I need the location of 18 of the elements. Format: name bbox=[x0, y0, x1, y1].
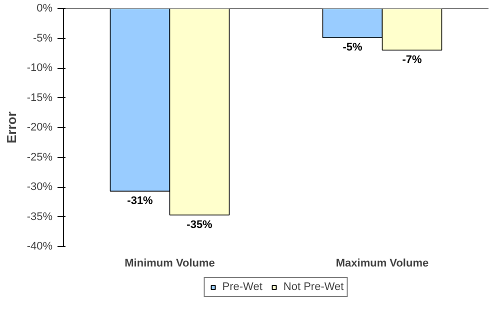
y-tick-label: -10% bbox=[26, 62, 53, 74]
y-axis-title: Error bbox=[4, 112, 19, 144]
y-tick-label: -15% bbox=[26, 92, 53, 104]
data-label: -5% bbox=[342, 42, 362, 54]
data-label: -31% bbox=[127, 195, 154, 208]
y-tick-label: -20% bbox=[26, 122, 53, 134]
y-tick-label: -35% bbox=[26, 210, 53, 223]
x-tick-label: Maximum Volume bbox=[336, 258, 429, 270]
y-tick-label: 0% bbox=[36, 2, 53, 14]
legend-label: Not Pre-Wet bbox=[283, 281, 344, 293]
x-tick-label: Minimum Volume bbox=[124, 258, 215, 270]
data-label: -7% bbox=[402, 54, 422, 66]
y-tick-label: -5% bbox=[32, 32, 53, 44]
y-tick-label: -40% bbox=[26, 240, 53, 252]
y-tick-label: -30% bbox=[26, 181, 53, 193]
y-tick-label: -25% bbox=[26, 151, 53, 164]
legend-label: Pre-Wet bbox=[222, 281, 262, 293]
data-label: -35% bbox=[186, 218, 213, 231]
